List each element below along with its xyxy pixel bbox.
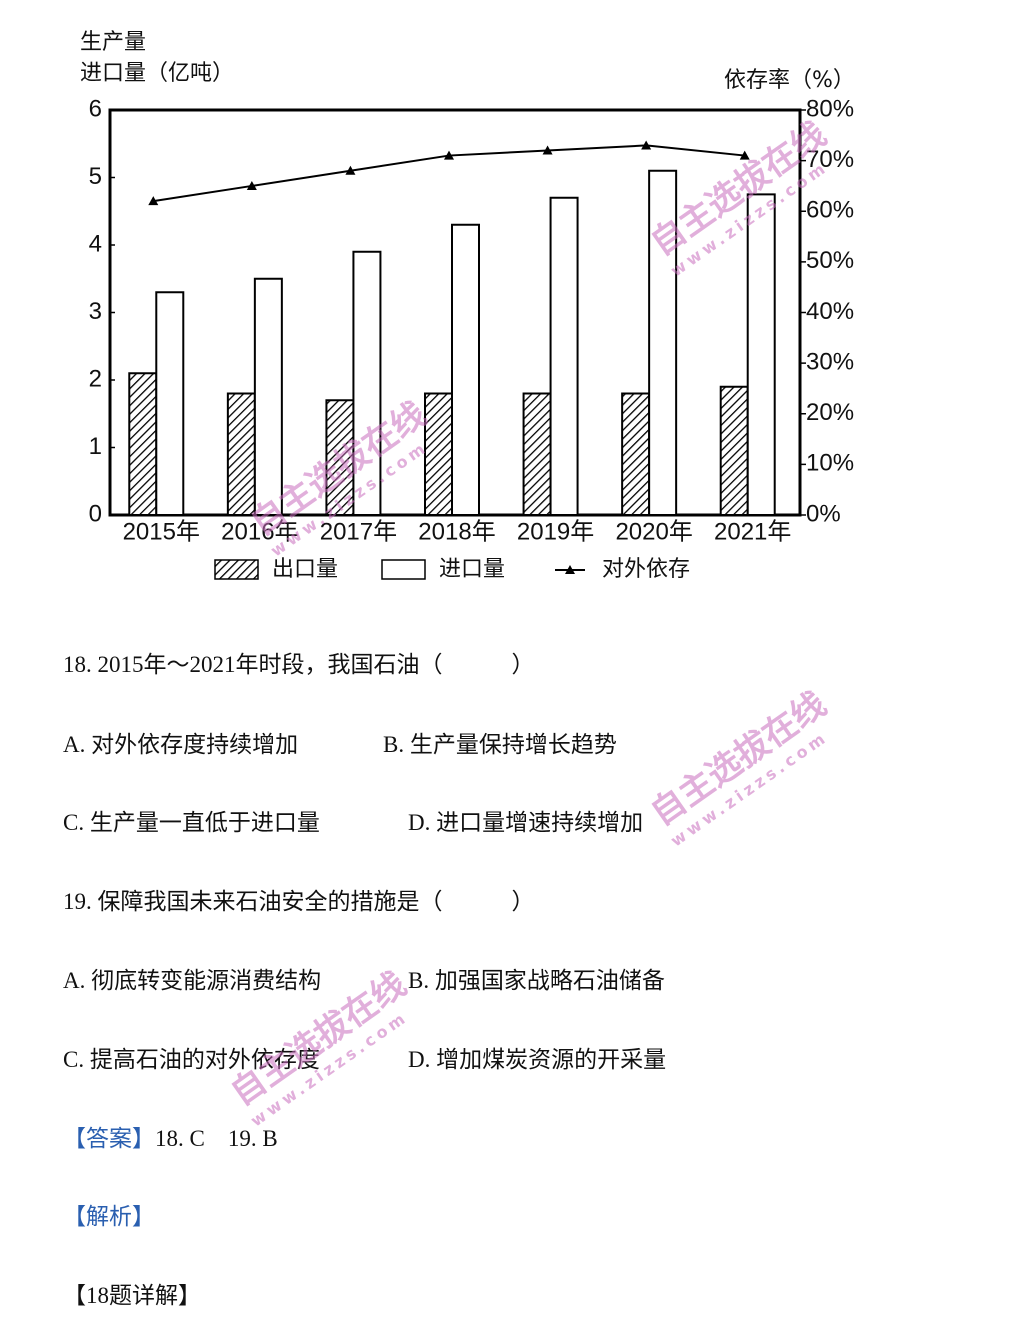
y2-tick-label: 70%	[806, 146, 854, 173]
marker	[739, 150, 750, 160]
bar	[549, 196, 579, 516]
y-tick-label: 0	[89, 500, 102, 527]
bar	[253, 277, 283, 516]
bar	[522, 392, 552, 516]
y-axis-label: 进口量（亿吨）	[80, 61, 234, 86]
y2-tick-label: 40%	[806, 298, 854, 325]
legend-marker	[565, 565, 575, 574]
x-tick-label: 2020年	[615, 518, 692, 545]
x-tick-label: 2018年	[418, 518, 495, 545]
bar	[325, 399, 355, 516]
answer-text: 18. C 19. B	[155, 1126, 278, 1151]
bar	[719, 385, 749, 516]
bar	[648, 169, 678, 516]
y2-tick-label: 30%	[806, 348, 854, 375]
watermark-text: 自主选拔在线	[643, 684, 834, 834]
x-tick-label: 2017年	[320, 518, 397, 545]
option: C. 提高石油的对外依存度	[63, 1047, 320, 1072]
option: A. 彻底转变能源消费结构	[63, 968, 322, 993]
bar	[352, 250, 382, 516]
watermark: 自主选拔在线 www.zizzs.com	[639, 678, 845, 851]
answer-label: 【答案】	[63, 1126, 155, 1151]
watermark-url: www.zizzs.com	[667, 727, 832, 851]
x-tick-label: 2019年	[517, 518, 594, 545]
y2-tick-label: 50%	[806, 247, 854, 274]
y2-tick-label: 60%	[806, 197, 854, 224]
detail-heading: 【18题详解】	[63, 1283, 201, 1308]
option: B. 生产量保持增长趋势	[383, 732, 617, 757]
y-tick-label: 3	[89, 298, 102, 325]
chart: 生产量 进口量（亿吨） 依存率（%） 01234560%10%20%30%40%…	[80, 30, 855, 582]
marker	[345, 165, 356, 175]
marker	[542, 145, 553, 155]
x-tick-label: 2021年	[714, 518, 791, 545]
y-tick-label: 2	[89, 365, 102, 392]
y-tick-label: 5	[89, 163, 102, 190]
question-stem: 19. 保障我国未来石油安全的措施是（ ）	[63, 889, 535, 914]
option: A. 对外依存度持续增加	[63, 732, 299, 757]
y-tick-label: 1	[89, 433, 102, 460]
x-tick-label: 2015年	[123, 518, 200, 545]
y-tick-label: 6	[89, 95, 102, 122]
legend-label: 进口量	[439, 557, 505, 582]
bar	[746, 193, 776, 516]
marker	[246, 180, 257, 190]
bar	[155, 291, 185, 516]
question-stem: 18. 2015年～2021年时段，我国石油（ ）	[63, 652, 535, 677]
y2-tick-label: 0%	[806, 500, 841, 527]
y-axis-label: 生产量	[80, 30, 146, 55]
x-tick-label: 2016年	[221, 518, 298, 545]
analysis-label: 【解析】	[63, 1204, 155, 1229]
marker	[444, 150, 454, 160]
option: D. 进口量增速持续增加	[408, 810, 644, 835]
bar	[424, 392, 453, 516]
y2-axis-label: 依存率（%）	[724, 68, 855, 93]
y2-tick-label: 80%	[806, 95, 854, 122]
y2-tick-label: 20%	[806, 399, 854, 426]
option: B. 加强国家战略石油储备	[408, 968, 665, 993]
marker	[148, 196, 159, 206]
bar	[226, 392, 256, 516]
marker	[641, 140, 652, 150]
bar	[451, 223, 480, 516]
answer: 【答案】18. C 19. B	[63, 1119, 278, 1153]
y-tick-label: 4	[89, 230, 102, 257]
option: C. 生产量一直低于进口量	[63, 810, 320, 835]
legend-swatch	[214, 559, 259, 580]
legend-swatch	[381, 559, 426, 580]
legend-label: 出口量	[272, 557, 338, 582]
legend-label: 对外依存	[602, 557, 690, 582]
bar	[128, 372, 158, 516]
y2-tick-label: 10%	[806, 450, 854, 477]
option: D. 增加煤炭资源的开采量	[408, 1047, 667, 1072]
bar	[621, 392, 651, 516]
